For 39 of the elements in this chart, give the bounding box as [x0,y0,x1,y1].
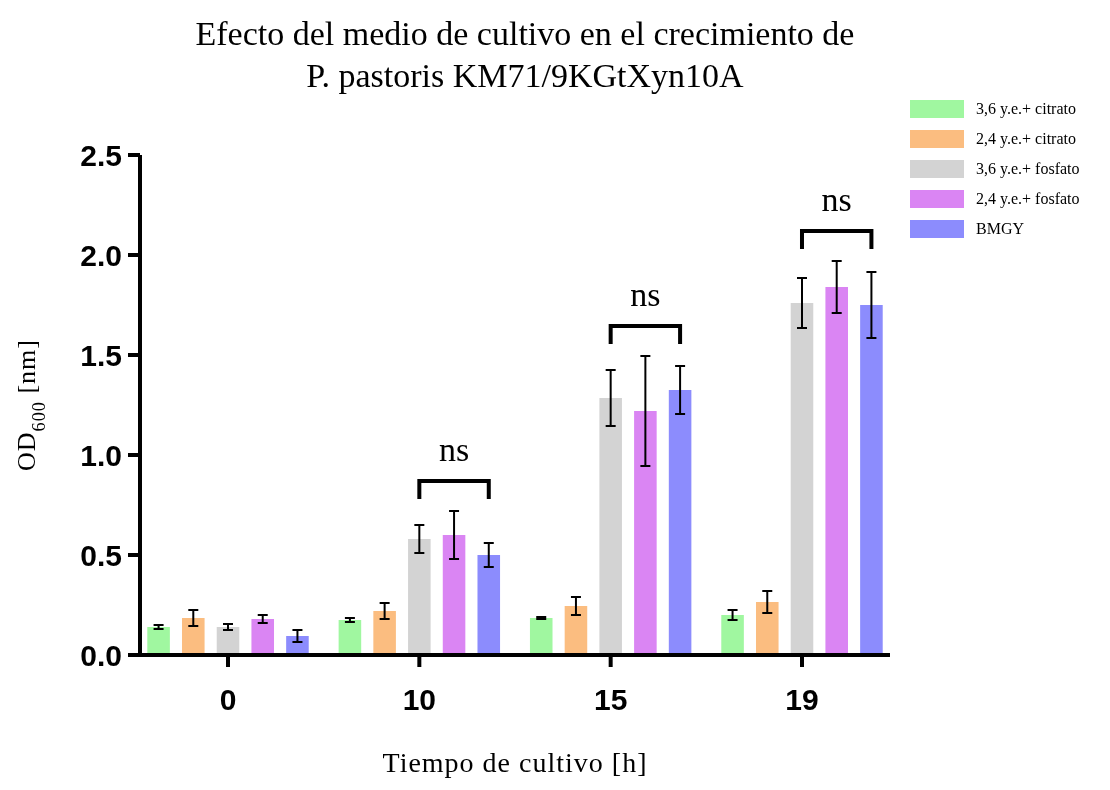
bar [599,398,622,655]
bar [529,618,553,655]
bar [251,619,275,655]
legend-label: 3,6 y.e.+ citrato [976,100,1076,118]
bar [338,620,362,655]
bar [721,615,744,655]
bar [668,390,692,655]
bar [373,611,396,655]
bar [755,602,779,655]
y-tick-label: 0.5 [80,538,122,572]
y-tick-label: 2.5 [80,138,122,172]
bar [825,287,848,655]
bar [564,606,588,655]
legend-label: BMGY [976,220,1025,237]
x-tick-label: 19 [785,683,819,716]
y-tick-label: 0.0 [80,638,122,672]
bar [216,627,240,655]
x-tick-label: 0 [219,683,237,716]
bar [147,627,170,655]
bar [477,555,501,655]
chart-title: Efecto del medio de cultivo en el crecimiento de P. pastoris KM71/9KGtXyn10A [195,15,855,94]
x-tick-label: 15 [593,683,628,716]
bar [442,535,466,655]
bar [860,305,883,655]
bar [634,411,657,655]
annotation: ns [438,431,470,468]
annotation: ns [821,181,852,218]
bar [408,539,431,655]
y-tick-label: 1.0 [80,438,122,472]
annotation: ns [630,276,661,313]
legend-label: 3,6 y.e.+ fosfato [976,160,1080,178]
legend-label: 2,4 y.e.+ citrato [976,130,1076,148]
x-tick-label: 10 [402,683,437,716]
x-axis-title: Tiempo de cultivo [h] [382,747,648,778]
y-tick-label: 2.0 [80,238,122,272]
legend-label: 2,4 y.e.+ fosfato [976,190,1080,208]
bar [790,303,814,655]
y-tick-label: 1.5 [80,338,122,372]
bar [182,618,205,655]
